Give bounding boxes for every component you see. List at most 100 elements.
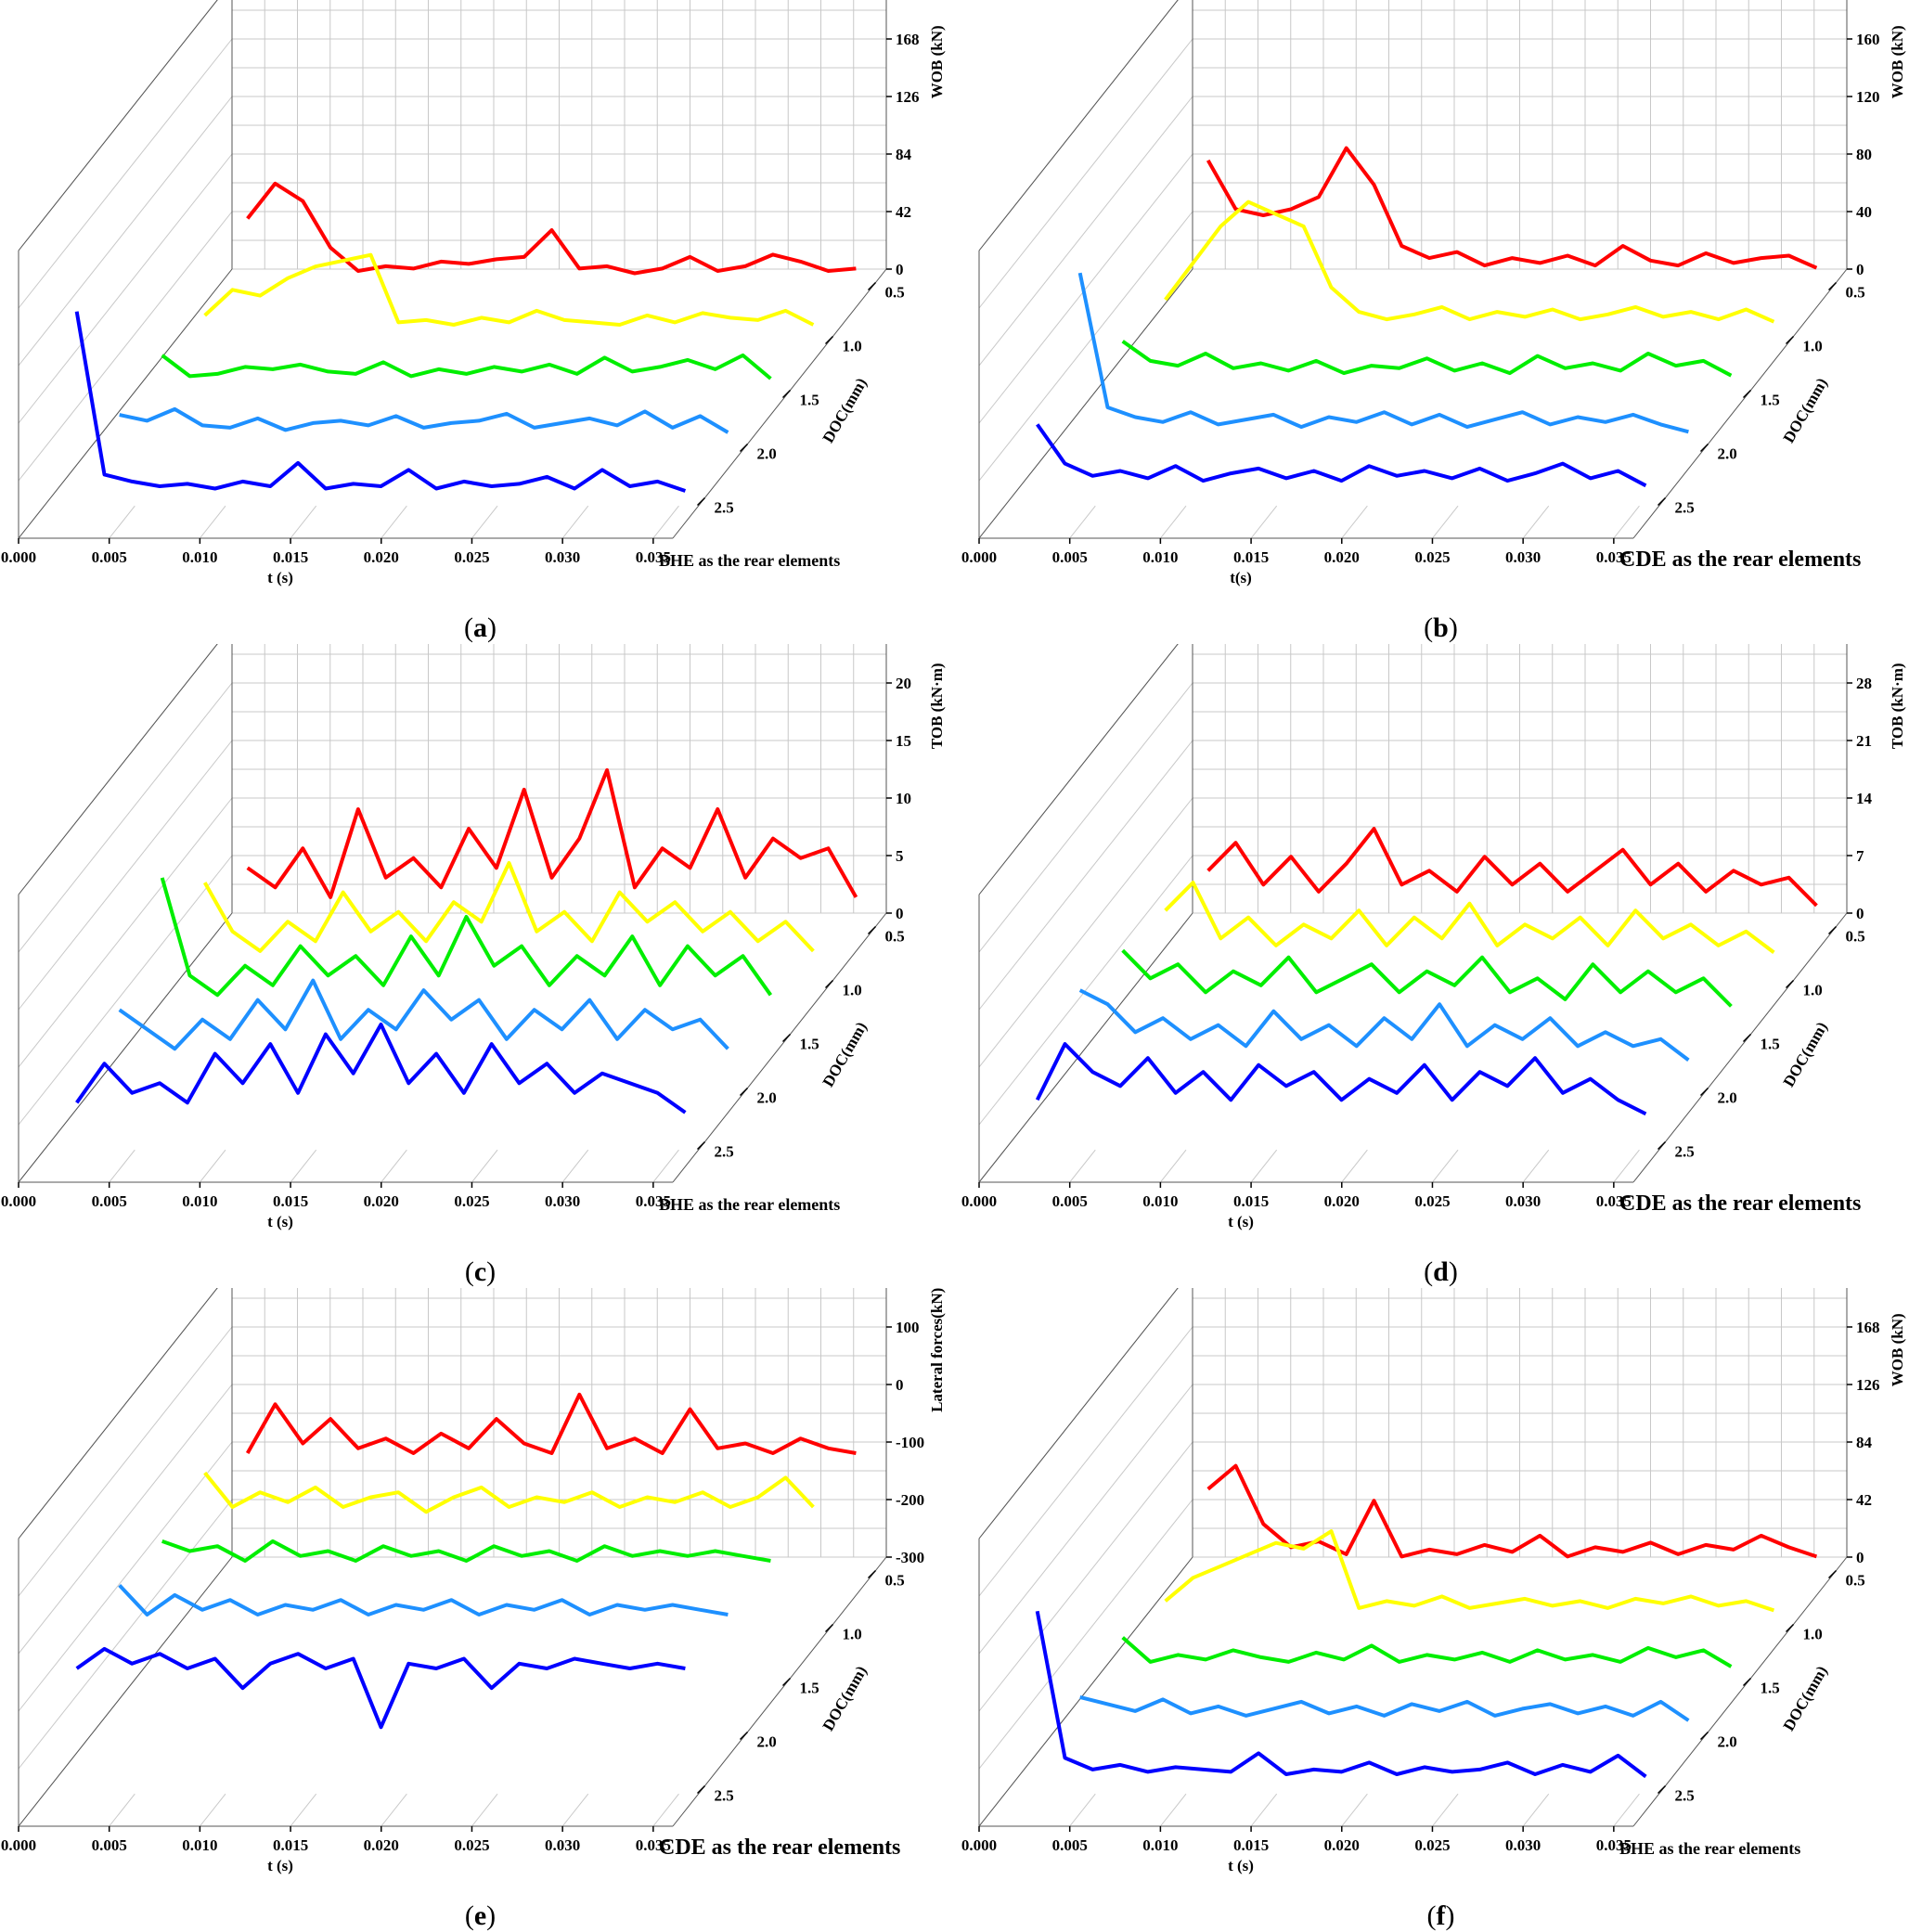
gridline bbox=[471, 505, 498, 539]
z-tick-mark bbox=[1699, 443, 1709, 453]
series-lines bbox=[1035, 827, 1818, 1116]
gridline bbox=[18, 153, 233, 424]
z-tick-label: 0.5 bbox=[885, 284, 905, 302]
series-line-doc-2.0 bbox=[118, 978, 729, 1051]
z-tick-mark bbox=[1699, 1087, 1709, 1097]
z-tick-labels: 0.5 1.0 1.5 2.0 2.5 bbox=[696, 1569, 905, 1805]
z-tick-mark bbox=[824, 335, 834, 345]
x-tick-label: 0.015 bbox=[1233, 1192, 1269, 1210]
y-axis-label: TOB (kN·m) bbox=[1889, 663, 1906, 749]
y-tick-labels: 04080120160200 bbox=[1847, 31, 1880, 278]
gridline bbox=[18, 740, 233, 1011]
gridline bbox=[1522, 505, 1550, 539]
z-tick-label: 2.0 bbox=[1718, 445, 1737, 463]
gridline bbox=[1613, 1793, 1640, 1827]
x-tick-label: 0.005 bbox=[1052, 1836, 1088, 1854]
z-tick-mark bbox=[739, 1087, 749, 1097]
series-line-doc-1.5 bbox=[160, 877, 773, 998]
gridline bbox=[18, 38, 233, 309]
gridline bbox=[1613, 1149, 1640, 1183]
y-tick-label: 14 bbox=[1856, 790, 1873, 807]
x-tick-labels: 0.000 0.005 0.010 0.015 0.020 0.025 0.030 0.035 bbox=[1, 1826, 671, 1854]
y-tick-label: 0 bbox=[896, 261, 904, 278]
y-tick-label: -200 bbox=[896, 1491, 924, 1509]
series-line-doc-2.0 bbox=[1077, 272, 1689, 434]
panel-d: 0.000 0.005 0.010 0.015 0.020 0.025 0.030 0.035… bbox=[961, 644, 1921, 1288]
z-tick-label: 0.5 bbox=[1846, 928, 1865, 946]
x-tick-label: 0.000 bbox=[1, 548, 36, 566]
axis-edge bbox=[978, 0, 1179, 251]
gridline bbox=[109, 1793, 135, 1827]
gridline bbox=[1069, 1149, 1096, 1183]
panel-c: 0.000 0.005 0.010 0.015 0.020 0.025 0.030 0.035… bbox=[0, 644, 961, 1288]
z-axis-label: DOC(mm) bbox=[819, 375, 871, 446]
gridline bbox=[1341, 1793, 1368, 1827]
z-tick-label: 1.0 bbox=[843, 1626, 862, 1643]
series-line-doc-2.0 bbox=[119, 406, 729, 434]
y-axis-label: WOB (kN) bbox=[1889, 1313, 1906, 1386]
x-tick-label: 0.010 bbox=[182, 1192, 217, 1210]
x-tick-label: 0.010 bbox=[1142, 1836, 1178, 1854]
gridline bbox=[18, 682, 233, 953]
z-tick-label: 2.5 bbox=[1675, 499, 1695, 517]
axis-frame bbox=[978, 0, 1848, 539]
gridline bbox=[978, 644, 1179, 895]
z-tick-labels: 0.5 1.0 1.5 2.0 2.5 bbox=[696, 925, 905, 1161]
gridline bbox=[471, 1149, 498, 1183]
axis-edge bbox=[672, 268, 887, 539]
z-tick-labels: 0.5 1.0 1.5 2.0 2.5 bbox=[1657, 1569, 1865, 1805]
gridline bbox=[1432, 1149, 1459, 1183]
x-tick-labels: 0.000 0.005 0.010 0.015 0.020 0.025 0.030 0.035 bbox=[1, 1182, 671, 1210]
y-tick-label: 20 bbox=[896, 675, 911, 692]
x-tick-label: 0.025 bbox=[454, 1192, 489, 1210]
x-tick-label: 0.025 bbox=[1414, 548, 1450, 566]
x-axis-label: t(s) bbox=[1230, 569, 1252, 586]
z-tick-label: 1.0 bbox=[1803, 338, 1823, 355]
gridline bbox=[978, 0, 1179, 251]
axis-edge bbox=[978, 1556, 1193, 1827]
series-line-doc-2.5 bbox=[75, 1646, 686, 1730]
x-tick-labels: 0.000 0.005 0.010 0.015 0.020 0.025 0.030 0.035 bbox=[961, 1182, 1632, 1210]
series-line-doc-2.5 bbox=[75, 1023, 687, 1114]
x-tick-label: 0.000 bbox=[961, 1192, 997, 1210]
x-tick-label: 0.010 bbox=[182, 548, 217, 566]
chart-c: 0.000 0.005 0.010 0.015 0.020 0.025 0.030 0.035… bbox=[1, 644, 946, 1230]
series-line-doc-2.0 bbox=[1079, 1694, 1690, 1722]
x-tick-labels: 0.000 0.005 0.010 0.015 0.020 0.025 0.030 0.035 bbox=[961, 538, 1632, 566]
z-tick-mark bbox=[867, 281, 877, 291]
x-tick-label: 0.020 bbox=[1324, 1192, 1360, 1210]
z-tick-mark bbox=[739, 1731, 749, 1741]
series-line-doc-0.5 bbox=[1206, 827, 1818, 908]
y-tick-label: 40 bbox=[1856, 203, 1872, 221]
x-tick-label: 0.035 bbox=[1596, 548, 1632, 566]
z-tick-label: 0.5 bbox=[1846, 1572, 1865, 1590]
x-tick-label: 0.020 bbox=[1324, 1836, 1360, 1854]
z-tick-label: 2.5 bbox=[715, 499, 734, 517]
y-tick-label: 168 bbox=[896, 31, 920, 48]
axis-edge bbox=[1632, 1556, 1848, 1827]
x-tick-label: 0.030 bbox=[1505, 1836, 1541, 1854]
y-tick-label: 80 bbox=[1856, 146, 1872, 163]
axis-edge bbox=[18, 1556, 233, 1827]
y-tick-label: 0 bbox=[1856, 905, 1864, 922]
series-line-doc-1.5 bbox=[1121, 948, 1733, 1008]
gridline bbox=[1341, 1149, 1368, 1183]
z-tick-mark bbox=[1742, 389, 1752, 399]
gridline bbox=[18, 1441, 233, 1712]
x-tick-label: 0.000 bbox=[1, 1836, 36, 1854]
series-line-doc-2.5 bbox=[1035, 1042, 1647, 1116]
gridline bbox=[978, 682, 1193, 953]
gridline bbox=[381, 1793, 407, 1827]
x-tick-label: 0.005 bbox=[92, 1836, 127, 1854]
panel-f: 0.000 0.005 0.010 0.015 0.020 0.025 0.030 0.035… bbox=[961, 1288, 1921, 1932]
y-tick-label: 168 bbox=[1856, 1319, 1880, 1336]
series-line-doc-1.0 bbox=[1164, 881, 1775, 954]
panel-e: 0.000 0.005 0.010 0.015 0.020 0.025 0.030 0.035… bbox=[0, 1288, 961, 1932]
x-tick-label: 0.025 bbox=[1414, 1836, 1450, 1854]
axis-edge bbox=[978, 912, 1193, 1183]
gridline bbox=[381, 505, 407, 539]
series-line-doc-2.0 bbox=[1078, 988, 1690, 1062]
gridline bbox=[381, 1149, 407, 1183]
z-tick-mark bbox=[781, 1033, 792, 1043]
y-tick-labels: 0714212835 bbox=[1847, 675, 1873, 922]
